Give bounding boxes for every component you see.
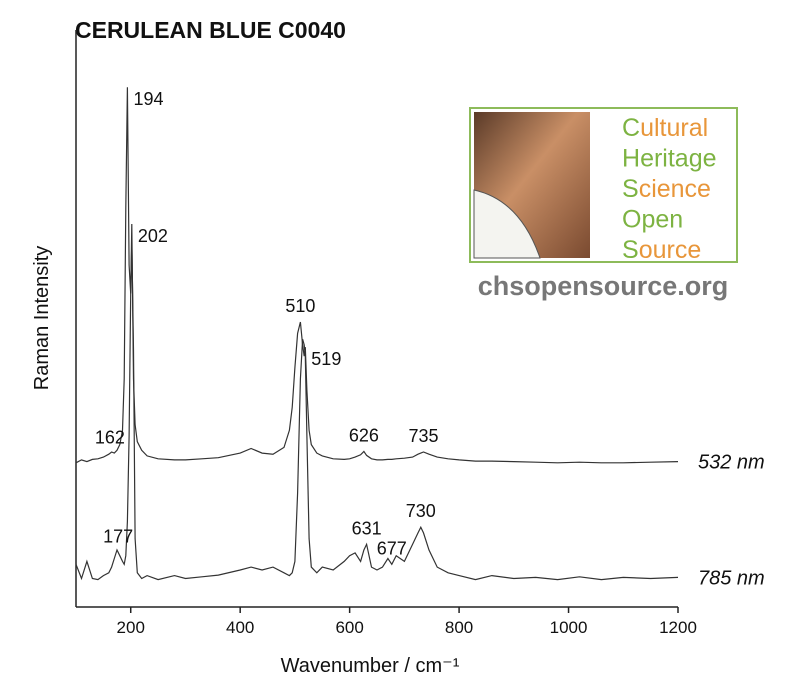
- peak-label: 626: [349, 425, 379, 445]
- logo-paper: [473, 189, 541, 259]
- logo-word: Open: [622, 206, 683, 234]
- chart-title: CERULEAN BLUE C0040: [75, 17, 346, 43]
- peak-label: 177: [103, 526, 133, 546]
- logo-url: chsopensource.org: [478, 271, 729, 301]
- peak-label: 194: [133, 89, 163, 109]
- x-tick-label: 600: [335, 618, 363, 637]
- x-tick-label: 800: [445, 618, 473, 637]
- peak-label: 735: [408, 426, 438, 446]
- logo-word: Heritage: [622, 145, 717, 173]
- x-tick-label: 1200: [659, 618, 697, 637]
- peak-label: 631: [352, 518, 382, 538]
- series-label: 532 nm: [698, 452, 765, 474]
- peak-label: 730: [406, 501, 436, 521]
- x-tick-label: 400: [226, 618, 254, 637]
- x-tick-label: 200: [117, 618, 145, 637]
- logo-word: Source: [622, 236, 701, 264]
- peak-label: 510: [285, 296, 315, 316]
- peak-label: 677: [377, 538, 407, 558]
- peak-label: 162: [95, 427, 125, 447]
- spectrum-line: [75, 242, 679, 581]
- logo-word: Cultural: [622, 114, 708, 142]
- x-axis-label: Wavenumber / cm⁻¹: [281, 655, 460, 677]
- x-tick-label: 1000: [550, 618, 588, 637]
- series-label: 785 nm: [698, 567, 765, 589]
- spectrum-line: [75, 87, 679, 464]
- peak-label: 202: [138, 226, 168, 246]
- logo-word: Science: [622, 175, 711, 203]
- peak-label: 519: [311, 349, 341, 369]
- y-axis-label: Raman Intensity: [31, 246, 53, 391]
